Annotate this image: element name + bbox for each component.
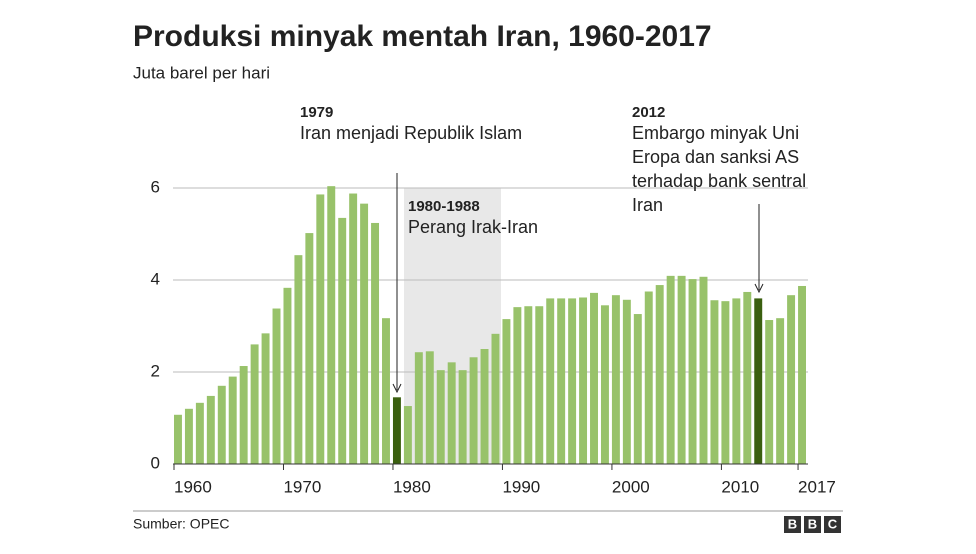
bar [721,301,730,464]
bar [557,298,566,464]
chart-subtitle: Juta barel per hari [133,63,270,82]
bar [688,279,697,464]
bar [217,385,226,464]
y-tick-label: 0 [151,453,160,472]
annotation-label: 1980-1988 [408,198,480,215]
bbc-logo: B B C [784,516,841,533]
x-tick-label: 2000 [612,477,650,496]
bar [206,395,215,464]
bar [699,276,708,464]
bar [710,300,719,464]
bar [524,306,533,464]
bar [765,320,774,464]
bar [436,370,445,464]
bar [174,414,182,464]
bar [535,306,544,464]
bar [283,287,292,464]
bar [798,285,806,464]
svg-text:B: B [808,516,817,531]
bar [184,408,193,464]
bar [403,406,412,464]
x-tick-label: 2017 [798,477,836,496]
bar [414,352,423,464]
bar [327,186,336,464]
annotation-text: Iran menjadi Republik Islam [300,123,522,143]
bar [371,222,380,464]
bar [305,233,314,464]
bar [250,344,259,464]
bar [294,255,303,464]
bar [568,298,577,464]
y-tick-label: 6 [151,177,160,196]
bar [447,362,456,464]
annotation-text: terhadap bank sentral [632,171,806,191]
bar [316,194,325,464]
bar [787,295,796,464]
chart-title: Produksi minyak mentah Iran, 1960-2017 [133,20,712,53]
bar [502,319,511,464]
bar [469,357,478,464]
bar [776,318,785,464]
bar [382,318,390,464]
bar [600,305,609,464]
x-tick-label: 1970 [283,477,321,496]
bar [392,397,401,464]
arrow-head [754,283,764,294]
annotation-text: Eropa dan sanksi AS [632,147,799,167]
annotation-text: Perang Irak-Iran [408,217,538,237]
annotation-text: Iran [632,195,663,215]
bar [513,307,522,464]
bar [590,292,598,464]
bar [239,366,248,464]
bar [480,349,489,464]
annotation-label: 2012 [632,104,665,121]
bar [546,298,555,464]
bar [655,285,664,464]
bar [666,275,675,464]
annotation-text: Embargo minyak Uni [632,123,799,143]
bar [633,314,642,464]
bar [611,295,620,464]
y-tick-label: 4 [151,269,160,288]
x-tick-label: 2010 [721,477,759,496]
x-tick-label: 1960 [174,477,212,496]
bar [360,203,369,464]
bar [622,299,631,464]
bar [644,291,653,464]
bar [338,217,347,464]
bar [677,275,686,464]
svg-text:C: C [828,516,838,531]
bar [579,297,588,464]
source: Sumber: OPEC [133,516,229,532]
x-tick-label: 1990 [502,477,540,496]
annotation-label: 1979 [300,104,333,121]
bar [743,291,752,464]
bar [458,370,467,464]
x-tick-label: 1980 [393,477,431,496]
bar [261,333,270,464]
svg-text:B: B [788,516,797,531]
bar [228,376,237,464]
arrow-head [392,383,402,394]
y-tick-label: 2 [151,361,160,380]
bar [349,193,358,464]
bar [425,351,434,464]
bar [491,333,500,464]
bar [754,298,763,464]
bar [732,298,741,464]
bar [195,402,204,464]
bar [272,308,281,464]
